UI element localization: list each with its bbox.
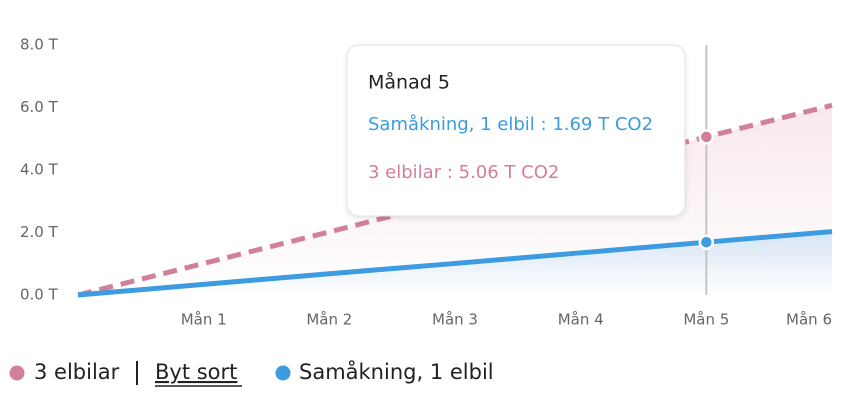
x-tick-label: Mån 6 (786, 311, 832, 329)
tooltip-line: Samåkning, 1 elbil : 1.69 T CO2 (368, 114, 653, 135)
hover-dot (698, 129, 715, 145)
tooltip-line: 3 elbilar : 5.06 T CO2 (368, 162, 559, 183)
y-tick-label: 4.0 T (20, 161, 59, 179)
legend: 3 elbilar Byt sort Samåkning, 1 elbil (9, 359, 494, 387)
y-tick-label: 8.0 T (20, 36, 59, 54)
y-tick-label: 0.0 T (20, 286, 59, 304)
switch-link[interactable]: Byt sort (155, 360, 237, 384)
legend-marker (9, 365, 25, 381)
legend-marker (275, 365, 291, 381)
legend-label: Samåkning, 1 elbil (299, 359, 494, 384)
x-tick-label: Mån 1 (181, 311, 227, 329)
x-tick-label: Mån 5 (683, 311, 729, 329)
tooltip-title: Månad 5 (368, 71, 450, 94)
y-tick-label: 2.0 T (20, 223, 59, 241)
tooltip-box (346, 44, 686, 217)
tooltip: Månad 5 Samåkning, 1 elbil : 1.69 T CO2 … (346, 44, 686, 217)
x-tick-label: Mån 3 (432, 311, 478, 329)
legend-label: 3 elbilar (34, 360, 120, 384)
y-tick-label: 6.0 T (20, 98, 59, 116)
x-tick-label: Mån 4 (558, 311, 604, 329)
hover-dot (698, 234, 715, 250)
x-tick-label: Mån 2 (306, 311, 352, 329)
